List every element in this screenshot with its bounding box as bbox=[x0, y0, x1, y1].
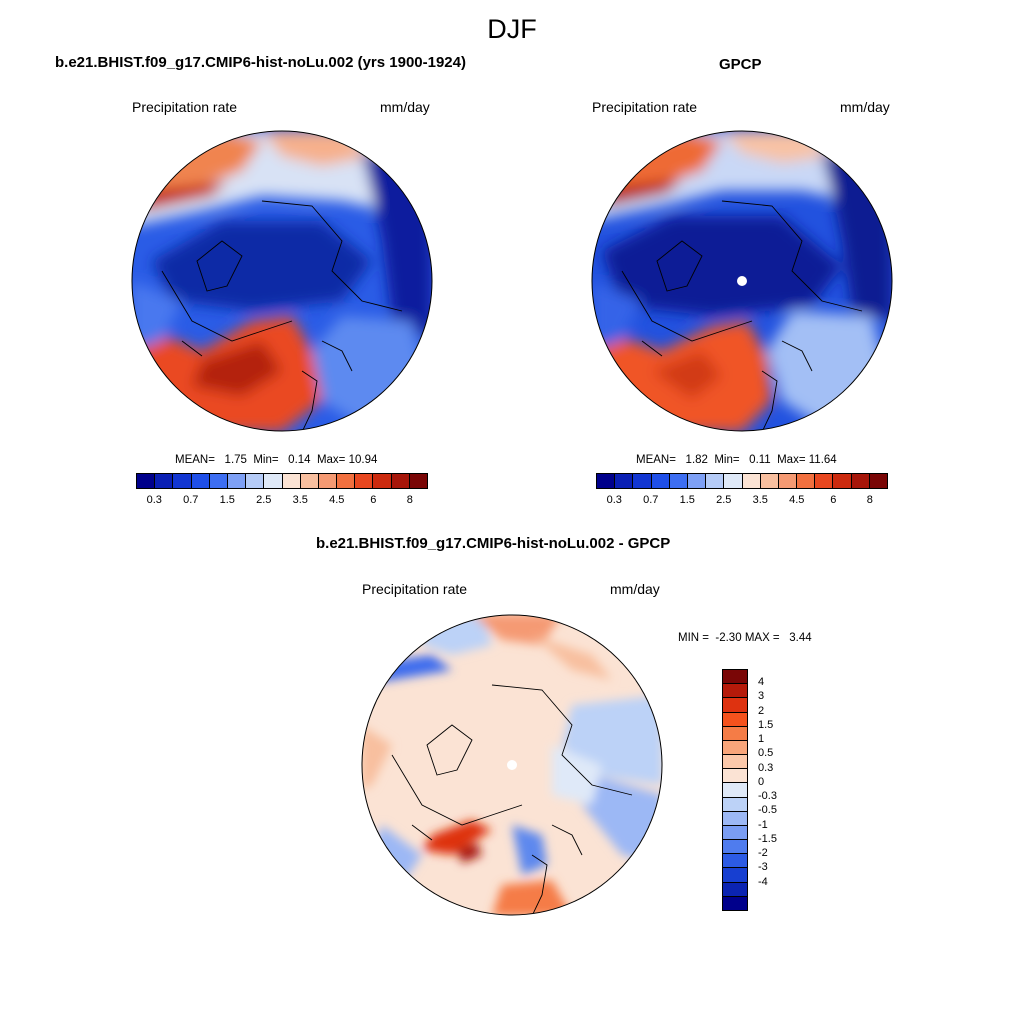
diff-colorbar-label: -0.5 bbox=[758, 804, 777, 817]
obs-colorbar-swatch bbox=[833, 474, 852, 488]
obs-colorbar-swatch bbox=[742, 474, 761, 488]
obs-colorbar-swatch bbox=[760, 474, 779, 488]
diff-colorbar-swatch bbox=[723, 896, 747, 910]
model-stats: MEAN= 1.75 Min= 0.14 Max= 10.94 bbox=[175, 454, 378, 466]
model-colorbar-swatch bbox=[282, 474, 301, 488]
obs-units-label: mm/day bbox=[840, 99, 890, 115]
diff-colorbar-swatch bbox=[723, 825, 747, 841]
diff-colorbar-swatch bbox=[723, 882, 747, 897]
model-colorbar-tick-label: 8 bbox=[406, 494, 413, 506]
model-colorbar-tick-label: 6 bbox=[370, 494, 377, 506]
model-colorbar bbox=[136, 473, 428, 489]
obs-colorbar-tick-label: 6 bbox=[830, 494, 837, 506]
obs-colorbar-swatch bbox=[851, 474, 870, 488]
model-colorbar-swatch bbox=[300, 474, 319, 488]
model-colorbar-tick-label: 3.5 bbox=[292, 494, 308, 506]
diff-colorbar-swatch bbox=[723, 854, 747, 869]
obs-panel-title: GPCP bbox=[719, 56, 762, 73]
obs-colorbar-tick-label: 1.5 bbox=[679, 494, 695, 506]
diff-polar-map bbox=[361, 614, 663, 916]
diff-colorbar-swatch bbox=[723, 811, 747, 826]
model-colorbar-swatch bbox=[391, 474, 410, 488]
diff-colorbar-label: -0.3 bbox=[758, 790, 777, 803]
model-colorbar-swatch bbox=[264, 474, 283, 488]
model-colorbar-swatch bbox=[173, 474, 192, 488]
obs-colorbar-tick-label: 0.3 bbox=[606, 494, 622, 506]
model-colorbar-swatch bbox=[209, 474, 228, 488]
obs-colorbar-swatch bbox=[615, 474, 634, 488]
obs-colorbar-swatch bbox=[797, 474, 816, 488]
model-colorbar-swatch bbox=[318, 474, 338, 488]
obs-stats: MEAN= 1.82 Min= 0.11 Max= 11.64 bbox=[636, 454, 837, 466]
obs-colorbar-tick-label: 8 bbox=[866, 494, 873, 506]
diff-colorbar-label: 0 bbox=[758, 775, 765, 788]
diff-colorbar-label: -4 bbox=[758, 875, 768, 888]
diff-colorbar-label: 0.3 bbox=[758, 761, 774, 774]
diff-stats: MIN = -2.30 MAX = 3.44 bbox=[678, 632, 812, 644]
obs-colorbar-tick-label: 2.5 bbox=[716, 494, 732, 506]
model-colorbar-swatch bbox=[355, 474, 374, 488]
model-colorbar-swatch bbox=[246, 474, 265, 488]
diff-colorbar-swatch bbox=[723, 797, 747, 812]
diff-colorbar-swatch bbox=[723, 698, 747, 713]
model-colorbar-swatch bbox=[373, 474, 392, 488]
model-colorbar-tick-label: 0.7 bbox=[183, 494, 199, 506]
diff-colorbar-swatch bbox=[723, 755, 747, 770]
obs-colorbar-swatch bbox=[687, 474, 707, 488]
obs-colorbar-swatch bbox=[669, 474, 688, 488]
diff-colorbar-swatch bbox=[723, 769, 747, 784]
diff-panel-title: b.e21.BHIST.f09_g17.CMIP6-hist-noLu.002 … bbox=[316, 535, 671, 552]
diff-units-label: mm/day bbox=[610, 581, 660, 597]
obs-colorbar-tick-label: 0.7 bbox=[643, 494, 659, 506]
diff-colorbar-label: 2 bbox=[758, 704, 765, 717]
figure-title: DJF bbox=[487, 14, 537, 44]
model-colorbar-swatch bbox=[337, 474, 356, 488]
diff-colorbar-label: 1.5 bbox=[758, 718, 774, 731]
diff-colorbar-swatch bbox=[723, 783, 747, 798]
diff-colorbar-label: -3 bbox=[758, 861, 768, 874]
diff-colorbar-label: -2 bbox=[758, 847, 768, 860]
obs-colorbar-swatch bbox=[815, 474, 834, 488]
model-colorbar-swatch bbox=[137, 474, 156, 488]
diff-colorbar-swatch bbox=[723, 670, 747, 685]
diff-colorbar-swatch bbox=[723, 740, 747, 756]
obs-colorbar-swatch bbox=[778, 474, 798, 488]
model-colorbar-tick-label: 1.5 bbox=[219, 494, 235, 506]
diff-colorbar-swatch bbox=[723, 868, 747, 883]
diff-colorbar-label: 0.5 bbox=[758, 747, 774, 760]
diff-colorbar-swatch bbox=[723, 840, 747, 855]
model-colorbar-tick-label: 2.5 bbox=[256, 494, 272, 506]
obs-polar-map bbox=[591, 130, 893, 432]
model-colorbar-swatch bbox=[155, 474, 174, 488]
diff-colorbar-label: 3 bbox=[758, 690, 765, 703]
model-colorbar-tick-label: 4.5 bbox=[329, 494, 345, 506]
diff-colorbar-label: -1.5 bbox=[758, 832, 777, 845]
diff-colorbar-label: -1 bbox=[758, 818, 768, 831]
obs-colorbar-swatch bbox=[724, 474, 743, 488]
obs-colorbar-tick-label: 4.5 bbox=[789, 494, 805, 506]
obs-colorbar-tick-label: 3.5 bbox=[752, 494, 768, 506]
model-colorbar-swatch bbox=[227, 474, 247, 488]
model-units-label: mm/day bbox=[380, 99, 430, 115]
diff-colorbar-swatch bbox=[723, 726, 747, 741]
diff-colorbar bbox=[722, 669, 748, 911]
obs-colorbar-swatch bbox=[633, 474, 652, 488]
obs-colorbar-swatch bbox=[651, 474, 670, 488]
diff-colorbar-swatch bbox=[723, 712, 747, 727]
obs-colorbar-swatch bbox=[869, 474, 887, 488]
obs-colorbar-swatch bbox=[706, 474, 725, 488]
obs-colorbar-swatch bbox=[597, 474, 616, 488]
diff-colorbar-label: 1 bbox=[758, 733, 765, 746]
model-colorbar-swatch bbox=[191, 474, 210, 488]
obs-colorbar bbox=[596, 473, 888, 489]
diff-colorbar-label: 4 bbox=[758, 676, 765, 689]
obs-variable-label: Precipitation rate bbox=[592, 99, 698, 115]
model-colorbar-tick-label: 0.3 bbox=[146, 494, 162, 506]
model-colorbar-swatch bbox=[409, 474, 427, 488]
model-polar-map bbox=[131, 130, 433, 432]
diff-colorbar-swatch bbox=[723, 684, 747, 699]
model-panel-title: b.e21.BHIST.f09_g17.CMIP6-hist-noLu.002 … bbox=[55, 54, 466, 71]
diff-variable-label: Precipitation rate bbox=[362, 581, 468, 597]
model-variable-label: Precipitation rate bbox=[132, 99, 238, 115]
